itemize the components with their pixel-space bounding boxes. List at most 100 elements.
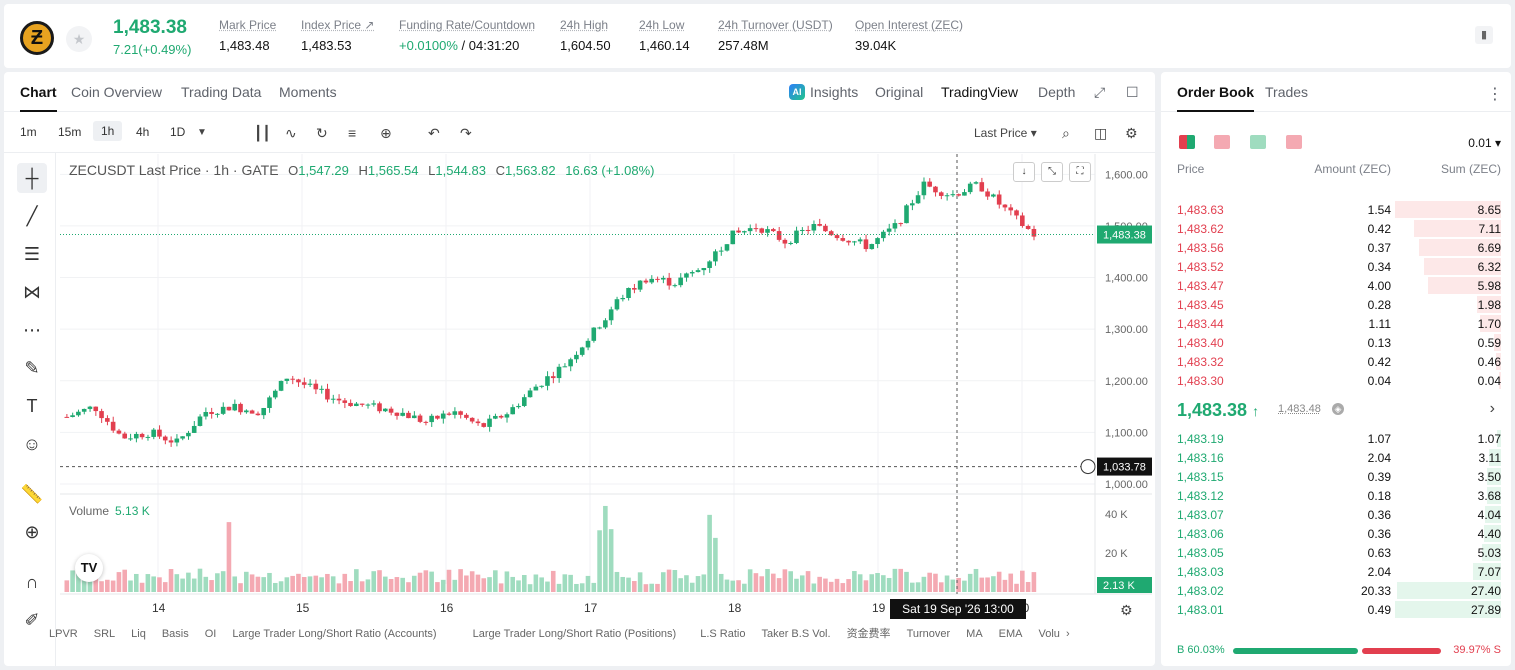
tick-size-select[interactable]: 0.01 ▾ xyxy=(1468,136,1501,150)
stat-mark-price[interactable]: Mark Price 1,483.48 xyxy=(219,18,277,53)
interval-1d[interactable]: 1D xyxy=(170,125,186,139)
bid-row[interactable]: 1,483.05 0.63 5.03 xyxy=(1161,543,1511,562)
book-icon[interactable]: ▮ xyxy=(1475,26,1493,44)
interval-dropdown-icon[interactable]: ▼ xyxy=(197,127,207,138)
view-both-icon[interactable] xyxy=(1179,135,1195,149)
expand-icon[interactable]: ⤢ xyxy=(1094,84,1106,100)
candle-body xyxy=(516,405,521,408)
replay-icon[interactable]: ↻ xyxy=(316,125,328,141)
candle-body xyxy=(487,418,492,427)
chart-collapse-icon[interactable]: ⤡ xyxy=(1041,162,1063,182)
tradingview-logo[interactable]: TV xyxy=(75,554,103,582)
pencil-lock-icon[interactable]: ✐ xyxy=(24,609,40,630)
interval-1h[interactable]: 1h xyxy=(93,121,123,141)
order-book-panel: Order Book Trades ⋮ 0.01 ▾ Price Amount … xyxy=(1161,72,1511,666)
ask-row[interactable]: 1,483.56 0.37 6.69 xyxy=(1161,238,1511,257)
ask-row[interactable]: 1,483.44 1.11 1.70 xyxy=(1161,314,1511,333)
ask-row[interactable]: 1,483.40 0.13 0.59 xyxy=(1161,333,1511,352)
indicator-lpvr[interactable]: LPVR xyxy=(49,628,78,640)
ask-row[interactable]: 1,483.63 1.54 8.65 xyxy=(1161,200,1511,219)
bid-row[interactable]: 1,483.06 0.36 4.40 xyxy=(1161,524,1511,543)
candle-type-icon[interactable]: ┃┃ xyxy=(254,125,271,141)
bid-row[interactable]: 1,483.07 0.36 4.04 xyxy=(1161,505,1511,524)
tab-coin-overview[interactable]: Coin Overview xyxy=(71,84,163,100)
magnet-icon[interactable]: ∩ xyxy=(25,571,39,592)
bid-row[interactable]: 1,483.15 0.39 3.50 xyxy=(1161,467,1511,486)
bid-row[interactable]: 1,483.19 1.07 1.07 xyxy=(1161,429,1511,448)
chart-fullscreen-icon[interactable]: ⛶ xyxy=(1069,162,1091,182)
more-icon[interactable]: ⋮ xyxy=(1487,86,1503,103)
ruler-icon[interactable]: 📏 xyxy=(20,483,44,504)
indicator-basis[interactable]: Basis xyxy=(161,628,189,640)
view-alt-icon[interactable] xyxy=(1286,135,1302,149)
pattern-icon[interactable]: ⋈ xyxy=(23,281,41,302)
redo-icon[interactable]: ↷ xyxy=(460,125,472,141)
bid-row[interactable]: 1,483.01 0.49 27.89 xyxy=(1161,600,1511,619)
crosshair-icon[interactable]: ┼ xyxy=(17,163,47,193)
indicator-ltlsr-accounts[interactable]: Large Trader Long/Short Ratio (Accounts) xyxy=(232,628,437,640)
interval-4h[interactable]: 4h xyxy=(136,125,150,139)
ask-row[interactable]: 1,483.47 4.00 5.98 xyxy=(1161,276,1511,295)
camera-icon[interactable]: ◫ xyxy=(1094,125,1108,141)
view-tradingview[interactable]: TradingView xyxy=(941,84,1019,100)
price-chart[interactable]: 1,600.001,500.001,400.001,300.001,200.00… xyxy=(60,154,1152,666)
indicators-icon[interactable]: ∿ xyxy=(285,125,297,141)
chevron-right-icon[interactable]: › xyxy=(1489,400,1495,417)
last-price-select[interactable]: Last Price ▾ xyxy=(974,126,1037,140)
ask-row[interactable]: 1,483.52 0.34 6.32 xyxy=(1161,257,1511,276)
indicator-ls-ratio[interactable]: L.S Ratio xyxy=(700,628,746,640)
add-alert-icon[interactable]: ⊕ xyxy=(380,125,392,141)
favorite-star-icon[interactable]: ★ xyxy=(66,26,92,52)
indicator-funding[interactable]: 资金费率 xyxy=(846,628,891,640)
ask-row[interactable]: 1,483.32 0.42 0.46 xyxy=(1161,352,1511,371)
tab-trades[interactable]: Trades xyxy=(1265,84,1309,100)
tab-moments[interactable]: Moments xyxy=(279,84,337,100)
indicator-volume[interactable]: Volu xyxy=(1038,628,1060,640)
gear-icon[interactable]: ⚙ xyxy=(1125,125,1138,141)
indicator-taker-bs[interactable]: Taker B.S Vol. xyxy=(761,628,831,640)
indicator-scroll-right-icon[interactable]: › xyxy=(1065,628,1070,640)
view-depth[interactable]: Depth xyxy=(1038,84,1076,100)
view-original[interactable]: Original xyxy=(875,84,924,100)
tab-trading-data[interactable]: Trading Data xyxy=(181,84,262,100)
view-insights[interactable]: Insights xyxy=(810,84,859,100)
stat-index-price[interactable]: Index Price ↗ 1,483.53 xyxy=(301,18,375,53)
search-icon[interactable]: ⌕ xyxy=(1062,125,1070,141)
indicator-oi[interactable]: OI xyxy=(204,628,217,640)
indicator-ema[interactable]: EMA xyxy=(998,628,1023,640)
ask-row[interactable]: 1,483.30 0.04 0.04 xyxy=(1161,371,1511,390)
interval-15m[interactable]: 15m xyxy=(58,125,82,139)
horizontal-lines-icon[interactable]: ☰ xyxy=(23,243,41,264)
view-bids-icon[interactable] xyxy=(1214,135,1230,149)
tab-chart[interactable]: Chart xyxy=(20,84,57,112)
interval-1m[interactable]: 1m xyxy=(20,125,37,139)
bid-row[interactable]: 1,483.03 2.04 7.07 xyxy=(1161,562,1511,581)
tab-order-book[interactable]: Order Book xyxy=(1177,84,1255,112)
brush-icon[interactable]: ✎ xyxy=(24,357,40,378)
text-icon[interactable]: T xyxy=(26,395,38,416)
view-asks-icon[interactable] xyxy=(1250,135,1266,149)
indicator-ltlsr-positions[interactable]: Large Trader Long/Short Ratio (Positions… xyxy=(472,628,677,640)
indicator-turnover[interactable]: Turnover xyxy=(906,628,951,640)
indicator-liq[interactable]: Liq xyxy=(131,628,146,640)
time-settings-icon[interactable]: ⚙ xyxy=(1120,602,1133,618)
bid-row[interactable]: 1,483.02 20.33 27.40 xyxy=(1161,581,1511,600)
window-icon[interactable]: ☐ xyxy=(1126,84,1139,100)
indicator-ma[interactable]: MA xyxy=(966,628,983,640)
volume-bar xyxy=(771,573,776,592)
bid-row[interactable]: 1,483.16 2.04 3.11 xyxy=(1161,448,1511,467)
bid-row[interactable]: 1,483.12 0.18 3.68 xyxy=(1161,486,1511,505)
zoom-icon[interactable]: ⊕ xyxy=(24,521,40,542)
indicator-srl[interactable]: SRL xyxy=(93,628,116,640)
ask-row[interactable]: 1,483.45 0.28 1.98 xyxy=(1161,295,1511,314)
volume-bar xyxy=(319,577,324,592)
emoji-icon[interactable]: ☺ xyxy=(22,433,42,454)
fib-icon[interactable]: ⋯ xyxy=(23,319,41,340)
ask-row[interactable]: 1,483.62 0.42 7.11 xyxy=(1161,219,1511,238)
undo-icon[interactable]: ↶ xyxy=(428,125,440,141)
chart-arrow-down-icon[interactable]: ↓ xyxy=(1013,162,1035,182)
trendline-icon[interactable]: ╱ xyxy=(26,205,38,226)
candle-body xyxy=(348,402,353,407)
stat-funding-rate[interactable]: Funding Rate/Countdown +0.0100% / 04:31:… xyxy=(399,18,536,53)
templates-icon[interactable]: ≡ xyxy=(348,125,357,141)
